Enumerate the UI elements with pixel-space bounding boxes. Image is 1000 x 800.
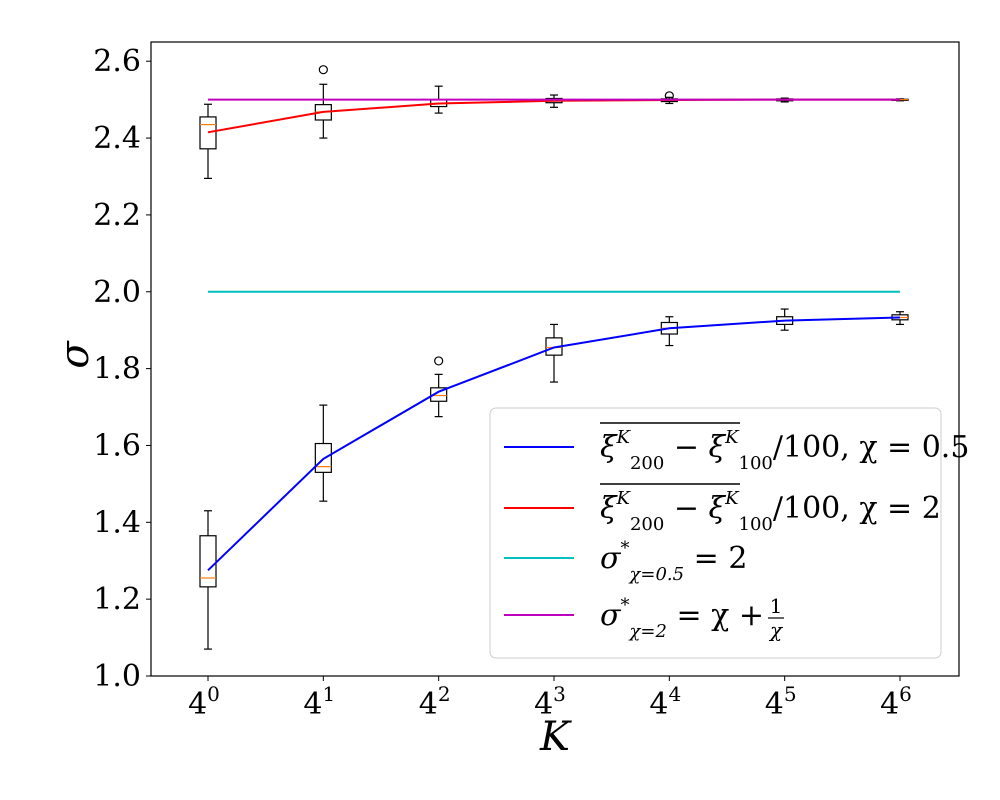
- x-tick-label: 44: [649, 682, 681, 722]
- legend-frac-num: 1: [770, 594, 783, 618]
- series-line-0: [207, 316, 901, 572]
- x-tick-label: 42: [419, 682, 451, 722]
- legend-label-3: σ*χ=2 = χ +: [600, 595, 764, 642]
- y-tick-label: 2.4: [93, 121, 141, 156]
- plot-content: [199, 65, 909, 650]
- x-tick-label: 40: [188, 682, 220, 722]
- y-tick-label: 1.4: [93, 505, 141, 540]
- legend-frame: [489, 407, 942, 659]
- y-tick-label: 1.6: [93, 428, 141, 463]
- legend: ξK200 − ξK100/100, χ = 0.5 ξK200 − ξK100/…: [489, 407, 969, 659]
- x-tick-label: 46: [880, 682, 912, 722]
- y-axis-title: σ: [52, 340, 98, 369]
- legend-label-2: σ*χ=0.5 = 2: [600, 538, 747, 585]
- boxplot-1-0: [199, 103, 217, 180]
- x-tick-label: 41: [303, 682, 335, 722]
- plot-frame: [150, 41, 960, 677]
- legend-label-1: ξK200 − ξK100/100, χ = 2: [600, 488, 941, 535]
- box: [430, 387, 448, 402]
- legend-label-0: ξK200 − ξK100/100, χ = 0.5: [600, 427, 969, 474]
- y-tick-label: 2.6: [93, 44, 141, 79]
- flier-point: [318, 65, 328, 75]
- axis-ticks: 1.0 1.2 1.4 1.6 1.8 2.0 2.2 2.4 2.6 40 41 42 43 44 45 4…: [93, 44, 912, 722]
- legend-frac-den: χ: [768, 618, 784, 642]
- y-tick-label: 1.0: [93, 659, 141, 694]
- x-tick-label: 43: [534, 682, 566, 722]
- box: [199, 116, 217, 150]
- y-tick-label: 2.2: [93, 198, 141, 233]
- box: [314, 442, 332, 473]
- y-tick-label: 1.2: [93, 582, 141, 617]
- y-tick-label: 2.0: [93, 275, 141, 310]
- boxplot-0-1: [314, 404, 332, 502]
- x-axis-title: K: [539, 714, 572, 760]
- y-tick-label: 1.8: [93, 352, 141, 387]
- x-tick-label: 45: [765, 682, 797, 722]
- flier-point: [434, 356, 444, 366]
